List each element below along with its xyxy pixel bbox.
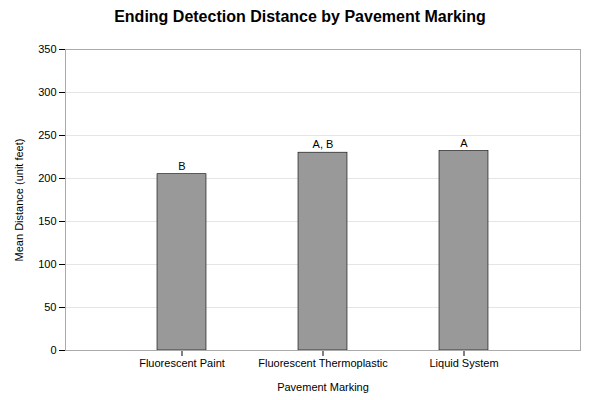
svg-text:300: 300	[38, 86, 56, 98]
svg-text:50: 50	[44, 301, 56, 313]
html-text:Ending Detection Distance by P: Ending Detection Distance by Pavement Ma…	[114, 8, 486, 25]
svg-text:350: 350	[38, 43, 56, 55]
svg-text:Mean Distance (unit feet): Mean Distance (unit feet)	[13, 139, 25, 262]
svg-text:Fluorescent Paint: Fluorescent Paint	[139, 357, 225, 369]
svg-text:Fluorescent Thermoplastic: Fluorescent Thermoplastic	[258, 357, 388, 369]
svg-text:Pavement Marking: Pavement Marking	[277, 381, 369, 393]
svg-text:A, B: A, B	[313, 138, 334, 150]
svg-text:100: 100	[38, 258, 56, 270]
svg-text:150: 150	[38, 215, 56, 227]
svg-text:A: A	[460, 137, 468, 149]
svg-text:250: 250	[38, 129, 56, 141]
svg-text:B: B	[178, 160, 185, 172]
svg-text:200: 200	[38, 172, 56, 184]
svg-text:0: 0	[50, 344, 56, 356]
svg-text:Liquid System: Liquid System	[429, 357, 498, 369]
